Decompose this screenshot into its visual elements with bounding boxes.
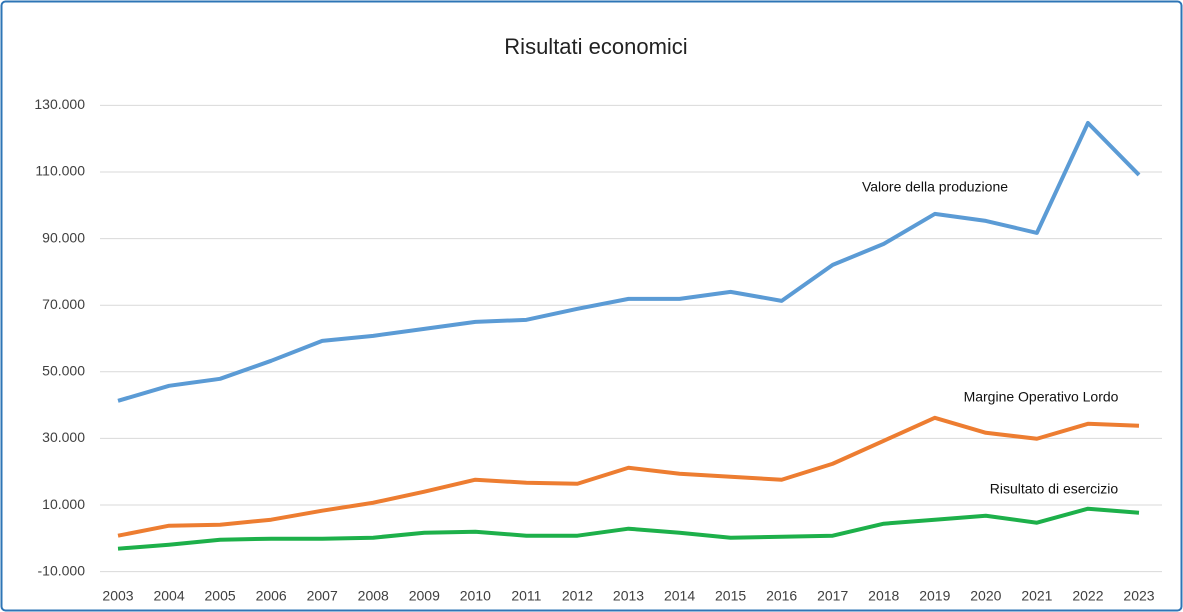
y-tick-label: 30.000 bbox=[42, 429, 85, 445]
series-label: Margine Operativo Lordo bbox=[964, 389, 1119, 405]
series-label: Risultato di esercizio bbox=[990, 481, 1119, 497]
series-label: Valore della produzione bbox=[862, 179, 1008, 195]
x-tick-label: 2015 bbox=[715, 588, 746, 604]
x-tick-label: 2010 bbox=[460, 588, 491, 604]
x-tick-label: 2012 bbox=[562, 588, 593, 604]
x-tick-label: 2004 bbox=[153, 588, 184, 604]
x-tick-label: 2005 bbox=[205, 588, 236, 604]
x-tick-label: 2020 bbox=[970, 588, 1001, 604]
x-tick-label: 2023 bbox=[1123, 588, 1154, 604]
x-tick-label: 2022 bbox=[1072, 588, 1103, 604]
x-tick-label: 2019 bbox=[919, 588, 950, 604]
series-line bbox=[117, 506, 1140, 551]
chart-title: Risultati economici bbox=[504, 34, 687, 59]
series-line bbox=[117, 120, 1141, 403]
x-tick-label: 2021 bbox=[1021, 588, 1052, 604]
x-tick-label: 2013 bbox=[613, 588, 644, 604]
x-tick-label: 2016 bbox=[766, 588, 797, 604]
x-tick-label: 2018 bbox=[868, 588, 899, 604]
y-tick-label: 50.000 bbox=[42, 363, 85, 379]
x-tick-label: 2008 bbox=[358, 588, 389, 604]
y-tick-label: 70.000 bbox=[42, 296, 85, 312]
x-tick-label: 2017 bbox=[817, 588, 848, 604]
y-tick-label: 10.000 bbox=[42, 496, 85, 512]
x-tick-label: 2014 bbox=[664, 588, 695, 604]
y-tick-label: 130.000 bbox=[34, 96, 85, 112]
x-tick-label: 2011 bbox=[511, 588, 541, 604]
series-line bbox=[117, 415, 1140, 538]
x-tick-label: 2006 bbox=[256, 588, 287, 604]
y-tick-label: 110.000 bbox=[35, 163, 85, 179]
x-tick-label: 2003 bbox=[102, 588, 133, 604]
x-tick-label: 2009 bbox=[409, 588, 440, 604]
y-tick-label: 90.000 bbox=[42, 229, 85, 245]
x-tick-label: 2007 bbox=[307, 588, 338, 604]
y-tick-label: -10.000 bbox=[38, 562, 86, 578]
